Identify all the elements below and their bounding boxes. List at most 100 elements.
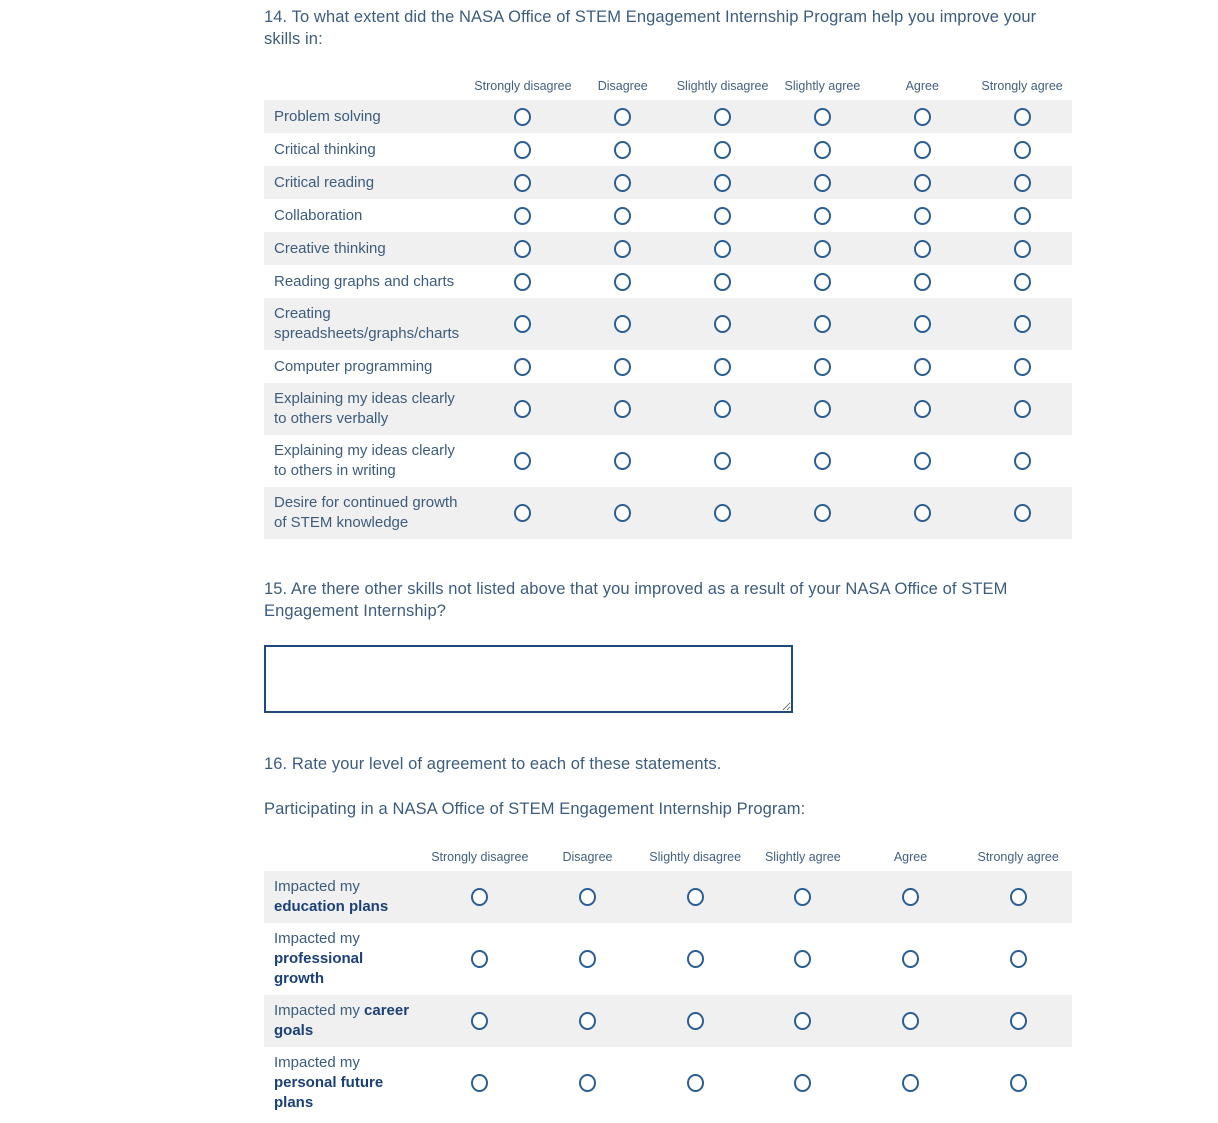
radio-option[interactable]: [673, 265, 773, 298]
radio-option[interactable]: [872, 166, 972, 199]
radio-button-icon[interactable]: [614, 206, 632, 225]
radio-option[interactable]: [426, 995, 534, 1047]
radio-button-icon[interactable]: [578, 1074, 596, 1092]
radio-button-icon[interactable]: [514, 452, 532, 470]
radio-button-icon[interactable]: [1013, 173, 1031, 192]
radio-button-icon[interactable]: [514, 173, 532, 192]
radio-button-icon[interactable]: [514, 107, 532, 126]
radio-button-icon[interactable]: [686, 888, 704, 906]
radio-button-icon[interactable]: [471, 950, 489, 968]
radio-button-icon[interactable]: [813, 504, 831, 522]
radio-option[interactable]: [872, 133, 972, 166]
radio-option[interactable]: [857, 871, 965, 923]
radio-option[interactable]: [673, 435, 773, 487]
radio-option[interactable]: [473, 232, 573, 265]
radio-button-icon[interactable]: [794, 1074, 812, 1092]
radio-button-icon[interactable]: [1013, 239, 1031, 258]
radio-button-icon[interactable]: [614, 357, 632, 376]
radio-option[interactable]: [872, 487, 972, 539]
radio-option[interactable]: [573, 100, 673, 133]
radio-option[interactable]: [673, 487, 773, 539]
radio-button-icon[interactable]: [514, 400, 532, 418]
radio-button-icon[interactable]: [714, 504, 732, 522]
radio-button-icon[interactable]: [813, 452, 831, 470]
radio-button-icon[interactable]: [813, 315, 831, 333]
radio-option[interactable]: [773, 199, 873, 232]
radio-button-icon[interactable]: [614, 315, 632, 333]
radio-button-icon[interactable]: [614, 140, 632, 159]
radio-option[interactable]: [972, 487, 1072, 539]
radio-option[interactable]: [773, 298, 873, 350]
radio-option[interactable]: [673, 298, 773, 350]
radio-button-icon[interactable]: [913, 140, 931, 159]
radio-option[interactable]: [872, 298, 972, 350]
radio-button-icon[interactable]: [714, 452, 732, 470]
radio-button-icon[interactable]: [1009, 950, 1027, 968]
radio-option[interactable]: [534, 871, 642, 923]
radio-option[interactable]: [964, 871, 1072, 923]
radio-button-icon[interactable]: [614, 107, 632, 126]
radio-button-icon[interactable]: [794, 888, 812, 906]
radio-option[interactable]: [773, 232, 873, 265]
radio-option[interactable]: [473, 199, 573, 232]
radio-option[interactable]: [773, 265, 873, 298]
radio-option[interactable]: [749, 1047, 857, 1119]
radio-button-icon[interactable]: [1009, 1012, 1027, 1030]
radio-option[interactable]: [673, 133, 773, 166]
radio-option[interactable]: [749, 871, 857, 923]
radio-button-icon[interactable]: [913, 504, 931, 522]
radio-button-icon[interactable]: [471, 888, 489, 906]
radio-option[interactable]: [857, 1047, 965, 1119]
radio-button-icon[interactable]: [714, 272, 732, 291]
radio-button-icon[interactable]: [578, 1012, 596, 1030]
radio-option[interactable]: [473, 100, 573, 133]
radio-button-icon[interactable]: [514, 357, 532, 376]
radio-button-icon[interactable]: [714, 357, 732, 376]
radio-button-icon[interactable]: [1013, 206, 1031, 225]
radio-button-icon[interactable]: [614, 400, 632, 418]
radio-button-icon[interactable]: [913, 206, 931, 225]
radio-button-icon[interactable]: [1013, 504, 1031, 522]
radio-option[interactable]: [573, 350, 673, 383]
radio-option[interactable]: [641, 871, 749, 923]
radio-option[interactable]: [673, 350, 773, 383]
radio-button-icon[interactable]: [1013, 140, 1031, 159]
radio-button-icon[interactable]: [913, 173, 931, 192]
radio-option[interactable]: [773, 100, 873, 133]
radio-button-icon[interactable]: [714, 239, 732, 258]
radio-option[interactable]: [749, 923, 857, 995]
radio-option[interactable]: [426, 923, 534, 995]
radio-button-icon[interactable]: [813, 173, 831, 192]
radio-button-icon[interactable]: [514, 239, 532, 258]
radio-option[interactable]: [972, 100, 1072, 133]
radio-button-icon[interactable]: [1013, 400, 1031, 418]
radio-option[interactable]: [573, 435, 673, 487]
radio-button-icon[interactable]: [1009, 888, 1027, 906]
radio-option[interactable]: [641, 1047, 749, 1119]
radio-button-icon[interactable]: [714, 140, 732, 159]
radio-option[interactable]: [773, 383, 873, 435]
radio-button-icon[interactable]: [614, 272, 632, 291]
radio-option[interactable]: [857, 995, 965, 1047]
radio-option[interactable]: [964, 1047, 1072, 1119]
radio-option[interactable]: [573, 265, 673, 298]
radio-option[interactable]: [473, 166, 573, 199]
radio-button-icon[interactable]: [686, 950, 704, 968]
radio-button-icon[interactable]: [913, 452, 931, 470]
radio-button-icon[interactable]: [813, 272, 831, 291]
radio-button-icon[interactable]: [578, 888, 596, 906]
radio-option[interactable]: [972, 133, 1072, 166]
radio-option[interactable]: [426, 871, 534, 923]
radio-option[interactable]: [872, 435, 972, 487]
radio-button-icon[interactable]: [901, 888, 919, 906]
radio-option[interactable]: [473, 383, 573, 435]
radio-option[interactable]: [872, 350, 972, 383]
radio-button-icon[interactable]: [1009, 1074, 1027, 1092]
radio-option[interactable]: [534, 923, 642, 995]
radio-button-icon[interactable]: [614, 504, 632, 522]
radio-option[interactable]: [872, 383, 972, 435]
radio-button-icon[interactable]: [913, 400, 931, 418]
radio-option[interactable]: [673, 199, 773, 232]
radio-option[interactable]: [673, 232, 773, 265]
radio-button-icon[interactable]: [913, 357, 931, 376]
